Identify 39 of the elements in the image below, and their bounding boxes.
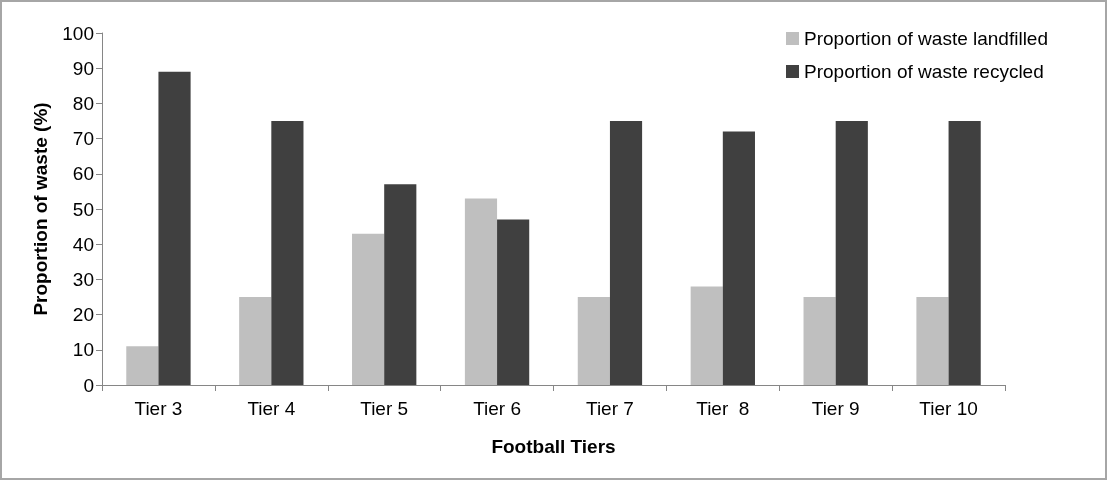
y-tick-label: 20 [72, 304, 94, 326]
bar [609, 121, 643, 385]
y-tick-label: 10 [72, 339, 94, 361]
x-tick-label: Tier 4 [247, 398, 296, 419]
y-tick-label: 70 [72, 128, 94, 150]
bar [690, 286, 723, 385]
legend-label: Proportion of waste landfilled [804, 28, 1049, 49]
bar [916, 297, 949, 385]
bar [384, 184, 417, 385]
x-tick-label: Tier 9 [811, 398, 860, 419]
x-tick-label: Tier 3 [134, 398, 183, 419]
y-tick-label: 0 [83, 374, 94, 396]
bar [158, 71, 191, 385]
bar [352, 233, 385, 385]
bar [835, 121, 868, 385]
x-tick-label: Tier 7 [586, 398, 634, 419]
bar [577, 297, 610, 385]
x-tick-label: Tier 8 [696, 398, 750, 419]
bar [239, 297, 272, 385]
y-tick-label: 90 [72, 57, 94, 79]
bar [271, 121, 304, 385]
y-tick-label: 40 [72, 233, 94, 255]
legend-label: Proportion of waste recycled [804, 61, 1044, 82]
bar [948, 121, 981, 385]
y-tick-label: 60 [72, 163, 94, 185]
x-axis-title: Football Tiers [491, 436, 616, 457]
bar [497, 219, 530, 385]
bar [464, 198, 498, 385]
bar [803, 297, 836, 385]
x-tick-label: Tier 6 [473, 398, 521, 419]
y-tick-label: 80 [72, 92, 94, 114]
y-axis-title: Proportion of waste (%) [30, 102, 51, 316]
y-tick-label: 50 [72, 198, 94, 220]
x-tick-label: Tier 10 [919, 398, 978, 419]
y-tick-label: 100 [62, 22, 94, 44]
bar [126, 346, 159, 385]
y-tick-label: 30 [72, 268, 94, 290]
bar [722, 131, 755, 385]
x-tick-label: Tier 5 [360, 398, 409, 419]
